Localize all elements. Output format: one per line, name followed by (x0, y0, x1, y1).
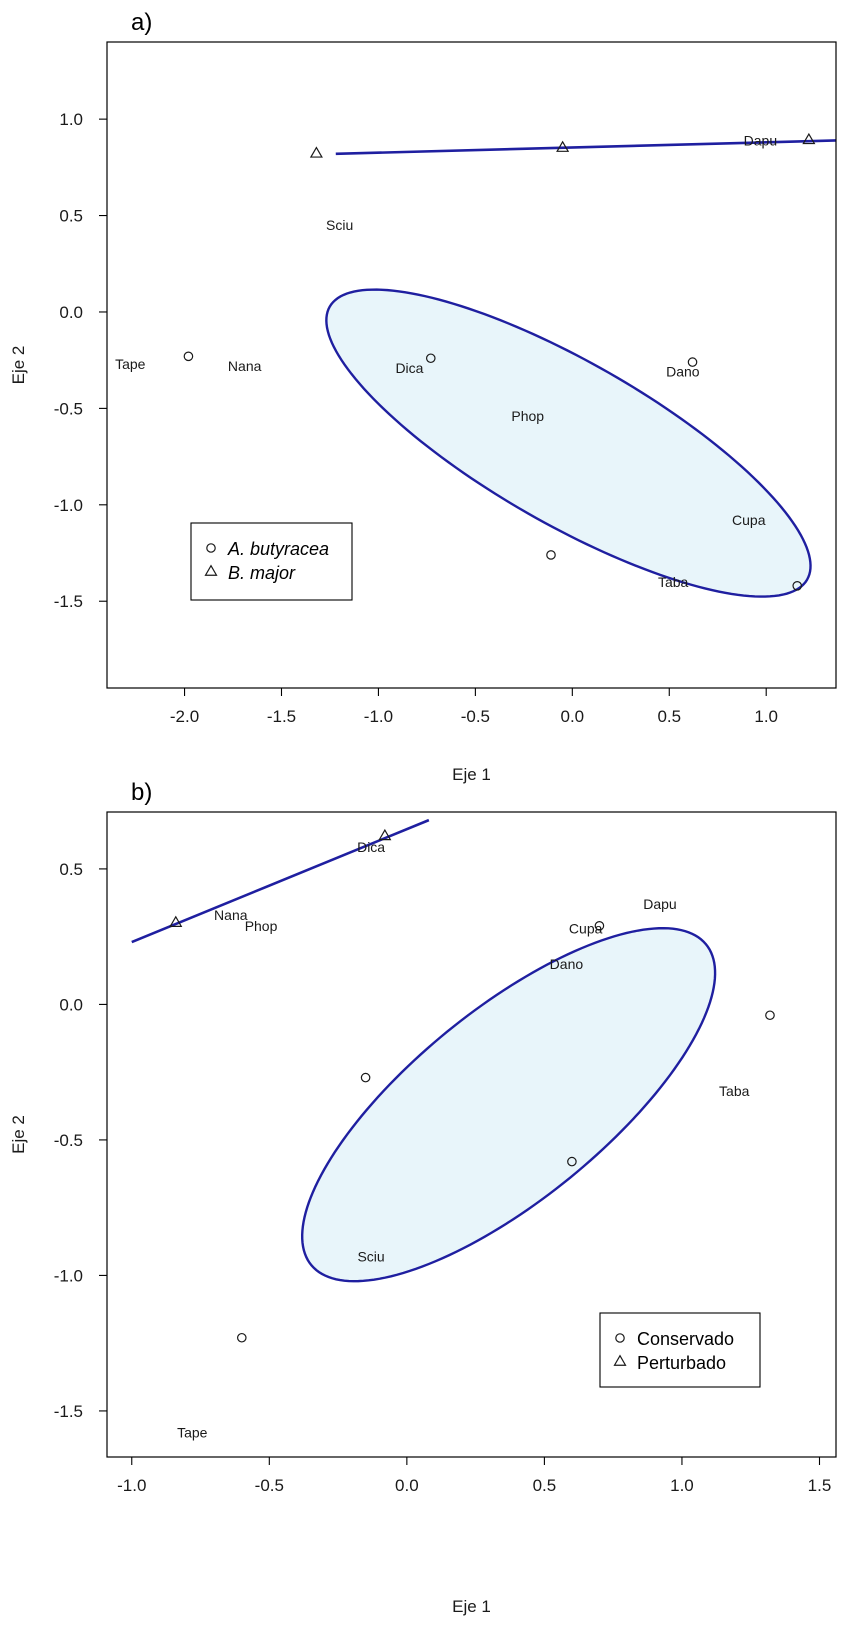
x-tick-label: 1.5 (808, 1476, 832, 1495)
y-tick-label: -0.5 (54, 1131, 83, 1150)
species-label-tape: Tape (177, 1425, 208, 1441)
x-tick-label: 0.0 (560, 707, 584, 726)
panel-a-legend: A. butyracea B. major (190, 522, 353, 601)
panel-a-ellipse (325, 288, 812, 598)
x-tick-label: -1.0 (364, 707, 393, 726)
species-label-nana: Nana (228, 358, 262, 374)
species-label-dapu: Dapu (744, 132, 777, 148)
triangle-point (802, 132, 816, 145)
species-label-nana: Nana (214, 907, 248, 923)
species-label-tape: Tape (115, 356, 146, 372)
y-tick-label: 0.5 (59, 207, 83, 226)
y-tick-label: 0.0 (59, 995, 83, 1014)
y-tick-label: -1.0 (54, 1266, 83, 1285)
x-tick-label: -2.0 (170, 707, 199, 726)
species-label-phop: Phop (245, 918, 278, 934)
legend-circle-marker (615, 1333, 625, 1343)
triangle-point (378, 828, 392, 841)
triangle-point (556, 140, 570, 152)
x-tick-label: -0.5 (255, 1476, 284, 1495)
legend-box (190, 522, 353, 601)
legend-box (599, 1312, 761, 1388)
species-label-sciu: Sciu (326, 217, 353, 233)
panel-a: a) Sciu Dapu Tape Nana Dica Dano Phop Cupa Taba -2… (9, 9, 837, 784)
x-tick-label: 0.5 (533, 1476, 557, 1495)
panel-a-plot-area: Sciu Dapu Tape Nana Dica Dano Phop Cupa Taba (115, 132, 836, 598)
y-tick-label: 1.0 (59, 110, 83, 129)
y-tick-label: -1.0 (54, 496, 83, 515)
circle-point (687, 357, 698, 367)
circle-point (765, 1010, 775, 1021)
species-label-dano: Dano (550, 956, 584, 972)
panel-b-fit-line (131, 818, 430, 944)
panel-b-ellipse (300, 926, 717, 1283)
y-tick-label: -1.5 (54, 1402, 83, 1421)
circle-point (567, 1156, 577, 1167)
panel-b-legend: Conservado Perturbado (599, 1312, 761, 1388)
x-tick-label: 1.0 (754, 707, 778, 726)
circle-point (792, 580, 803, 591)
panel-b-tag: b) (131, 779, 152, 806)
species-label-taba: Taba (658, 574, 689, 590)
y-tick-label: 0.5 (59, 860, 83, 879)
panel-b-frame (106, 811, 837, 1458)
x-tick-label: 0.0 (395, 1476, 419, 1495)
y-tick-label: 0.0 (59, 303, 83, 322)
panel-b-y-axis-title: Eje 2 (9, 1115, 28, 1154)
panel-a-frame (106, 41, 837, 689)
panel-a-fit-line (335, 139, 836, 156)
circle-point (425, 353, 436, 364)
y-tick-label: -1.5 (54, 592, 83, 611)
species-label-phop: Phop (511, 408, 544, 424)
legend-circle-marker (206, 543, 216, 553)
species-label-dano: Dano (666, 364, 700, 380)
species-label-dapu: Dapu (643, 896, 676, 912)
circle-point (183, 351, 194, 362)
x-tick-label: -0.5 (461, 707, 490, 726)
triangle-point (169, 915, 183, 927)
x-tick-label: 0.5 (657, 707, 681, 726)
legend-entry-label: A. butyracea (227, 539, 329, 559)
triangle-point (309, 146, 323, 158)
x-tick-label: -1.0 (117, 1476, 146, 1495)
panel-a-x-axis-title: Eje 1 (452, 765, 491, 784)
legend-triangle-marker (613, 1354, 627, 1366)
legend-entry-label: Perturbado (637, 1353, 726, 1373)
species-label-cupa: Cupa (732, 512, 766, 528)
circle-point (236, 1332, 247, 1343)
legend-triangle-marker (204, 564, 218, 576)
x-tick-label: -1.5 (267, 707, 296, 726)
panel-a-y-axis-title: Eje 2 (9, 346, 28, 385)
circle-point (546, 550, 556, 560)
y-tick-label: -0.5 (54, 399, 83, 418)
species-label-dica: Dica (357, 839, 385, 855)
species-label-dica: Dica (395, 360, 423, 376)
circle-point (360, 1072, 371, 1083)
species-label-sciu: Sciu (357, 1248, 384, 1264)
legend-entry-label: Conservado (637, 1329, 734, 1349)
species-label-cupa: Cupa (569, 921, 603, 937)
panel-b-x-axis-title: Eje 1 (452, 1597, 491, 1616)
species-label-taba: Taba (719, 1083, 750, 1099)
circle-point (594, 921, 605, 931)
legend-entry-label: B. major (228, 563, 296, 583)
x-tick-label: 1.0 (670, 1476, 694, 1495)
panel-a-tag: a) (131, 9, 152, 36)
